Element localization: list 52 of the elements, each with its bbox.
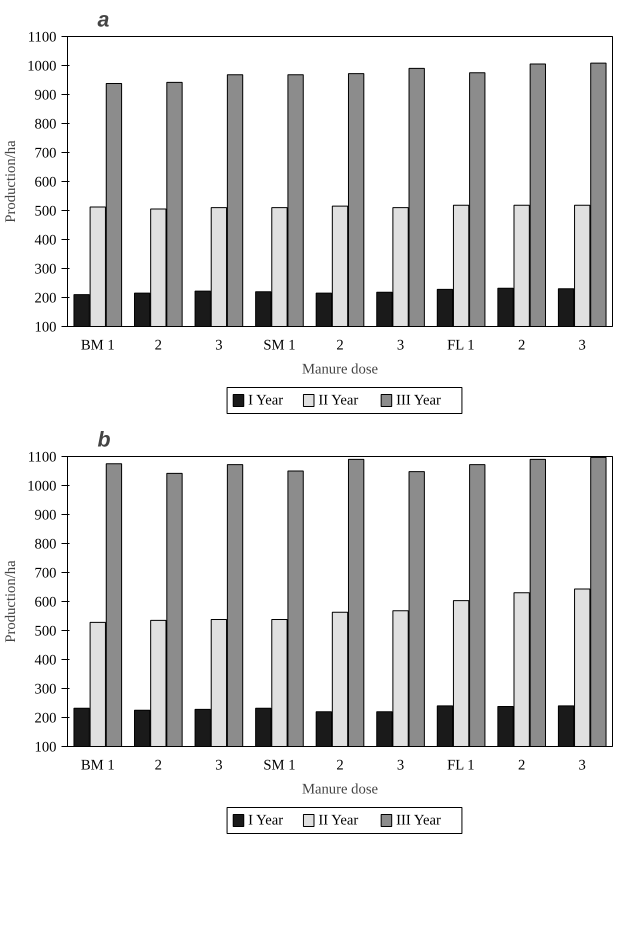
x-tick-label: 3 [215,338,223,354]
x-tick-label: 3 [578,338,586,354]
y-tick-label: 700 [34,566,56,582]
x-tick-label: 3 [396,338,404,354]
x-tick-label: FL 1 [447,758,475,774]
x-tick-label: 3 [578,758,586,774]
y-tick-label: 900 [34,88,56,104]
legend-label: I Year [248,392,284,408]
y-tick-label: 200 [34,290,56,306]
legend-label: III Year [396,812,441,828]
x-tick-label: SM 1 [263,758,296,774]
y-tick-label: 500 [34,624,56,640]
y-tick-label: 100 [34,740,56,756]
x-tick-label: 2 [336,758,344,774]
x-tick-label: SM 1 [263,338,296,354]
y-tick-label: 1000 [27,58,56,74]
y-tick-label: 800 [34,116,56,132]
y-axis-title: Production/ha [3,560,20,643]
y-tick-label: 1000 [27,478,56,494]
legend-label: I Year [248,812,284,828]
x-tick-label: 3 [396,758,404,774]
x-tick-label: 2 [154,338,162,354]
y-tick-label: 200 [34,710,56,726]
y-tick-label: 1100 [28,30,57,46]
x-tick-label: 2 [154,758,162,774]
y-axis-title: Production/ha [3,140,20,223]
y-tick-label: 900 [34,508,56,524]
y-tick-label: 300 [34,262,56,278]
y-tick-label: 400 [34,652,56,668]
x-axis-title: Manure dose [302,362,378,378]
y-tick-label: 300 [34,682,56,698]
y-tick-label: 1100 [28,450,57,466]
x-tick-label: BM 1 [80,338,115,354]
y-tick-label: 800 [34,536,56,552]
chart-title: b [98,428,111,452]
y-tick-label: 600 [34,174,56,190]
x-tick-label: 2 [518,758,526,774]
x-tick-label: 2 [336,338,344,354]
x-tick-label: 2 [518,338,526,354]
y-tick-label: 600 [34,594,56,610]
x-axis-title: Manure dose [302,782,378,798]
chart-title: a [98,8,110,32]
y-tick-label: 100 [34,320,56,336]
y-tick-label: 500 [34,204,56,220]
legend-label: III Year [396,392,441,408]
x-tick-label: BM 1 [80,758,115,774]
y-tick-label: 700 [34,146,56,162]
x-tick-label: FL 1 [447,338,475,354]
x-tick-label: 3 [215,758,223,774]
y-tick-label: 400 [34,232,56,248]
legend-label: II Year [318,812,358,828]
legend-label: II Year [318,392,358,408]
